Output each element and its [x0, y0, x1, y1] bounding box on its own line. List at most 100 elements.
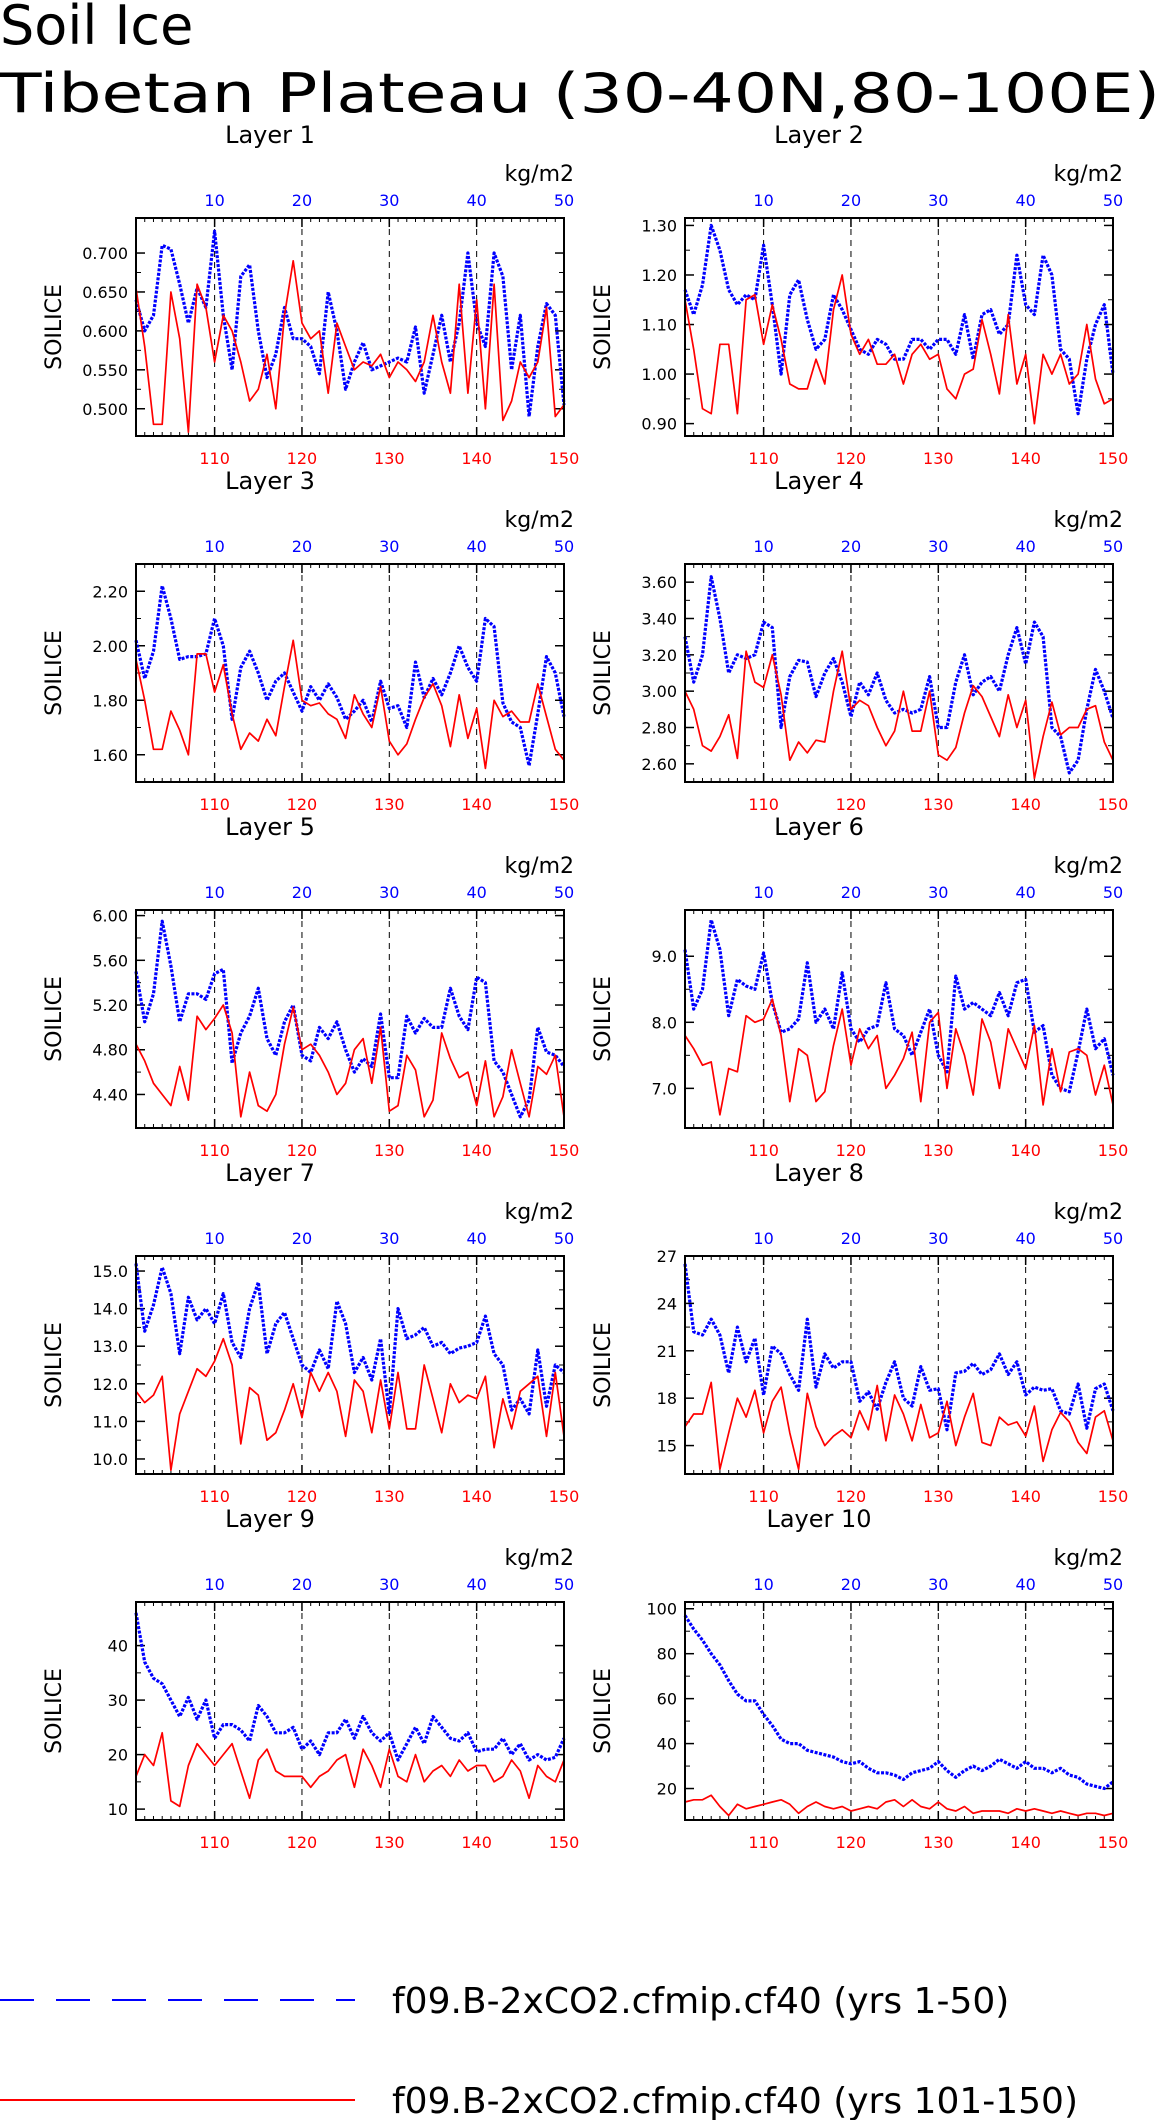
x-tick-label-bottom: 120	[287, 795, 318, 814]
x-tick-label-bottom: 130	[374, 1141, 405, 1160]
x-tick-label-top: 40	[466, 1229, 486, 1248]
x-tick-label-bottom: 150	[1098, 449, 1129, 468]
panel-title: Layer 3	[225, 467, 315, 495]
plot-frame	[684, 1601, 1114, 1821]
series-red	[684, 1381, 1114, 1471]
x-tick-label-top: 50	[554, 191, 574, 210]
y-tick-label: 11.0	[92, 1412, 128, 1431]
x-tick-label-bottom: 130	[923, 1141, 954, 1160]
x-tick-label-top: 40	[466, 537, 486, 556]
x-tick-label-top: 20	[841, 1575, 861, 1594]
y-axis-label: SOILICE	[591, 976, 616, 1062]
y-tick-label: 60	[657, 1690, 677, 1709]
series-red	[684, 274, 1114, 425]
x-tick-label-top: 30	[379, 191, 399, 210]
x-tick-label-bottom: 110	[748, 1487, 779, 1506]
top-axis-unit: kg/m2	[1053, 162, 1123, 187]
y-axis-label: SOILICE	[42, 630, 67, 716]
x-tick-label-bottom: 120	[836, 1141, 867, 1160]
y-axis-label: SOILICE	[591, 630, 616, 716]
panel-title: Layer 8	[774, 1159, 864, 1187]
x-tick-label-top: 50	[1103, 883, 1123, 902]
x-tick-label-top: 40	[1015, 191, 1035, 210]
x-tick-label-top: 10	[753, 537, 773, 556]
x-tick-label-bottom: 130	[374, 1487, 405, 1506]
x-tick-label-bottom: 120	[287, 449, 318, 468]
y-tick-label: 10.0	[92, 1450, 128, 1469]
plot-frame	[684, 1255, 1114, 1475]
x-tick-label-bottom: 130	[923, 795, 954, 814]
y-tick-label: 3.60	[641, 573, 677, 592]
y-tick-label: 3.00	[641, 682, 677, 701]
x-tick-label-top: 50	[1103, 1229, 1123, 1248]
chart-panel-10: Layer 10 kg/m2 110 120 130 140 150 10 20 30 40 50 20…	[591, 1505, 1128, 1852]
x-tick-label-top: 40	[466, 191, 486, 210]
y-axis-label: SOILICE	[591, 1322, 616, 1408]
y-tick-label: 14.0	[92, 1300, 128, 1319]
y-tick-label: 40	[108, 1637, 128, 1656]
y-tick-label: 10	[108, 1800, 128, 1819]
y-tick-label: 15.0	[92, 1262, 128, 1281]
x-tick-label-bottom: 130	[374, 1833, 405, 1852]
plot-frame	[135, 1601, 565, 1821]
x-tick-label-bottom: 130	[374, 795, 405, 814]
x-tick-label-top: 40	[466, 883, 486, 902]
x-tick-label-top: 10	[753, 191, 773, 210]
y-tick-label: 3.40	[641, 610, 677, 629]
panel-title: Layer 4	[774, 467, 864, 495]
y-tick-label: 2.60	[641, 755, 677, 774]
y-tick-label: 0.650	[82, 283, 128, 302]
y-tick-label: 9.0	[652, 947, 677, 966]
y-tick-label: 1.20	[641, 266, 677, 285]
x-tick-label-bottom: 120	[287, 1141, 318, 1160]
x-tick-label-top: 30	[928, 1575, 948, 1594]
x-tick-label-top: 20	[841, 1229, 861, 1248]
x-tick-label-bottom: 140	[461, 1487, 492, 1506]
top-axis-unit: kg/m2	[1053, 854, 1123, 879]
x-tick-label-bottom: 120	[287, 1833, 318, 1852]
x-tick-label-bottom: 150	[549, 795, 580, 814]
y-axis-label: SOILICE	[42, 976, 67, 1062]
figure-title-line1: Soil Ice	[0, 0, 193, 57]
y-tick-label: 2.00	[92, 637, 128, 656]
x-tick-label-top: 30	[928, 1229, 948, 1248]
panel-title: Layer 1	[225, 121, 315, 149]
x-tick-label-top: 10	[753, 1229, 773, 1248]
panel-title: Layer 5	[225, 813, 315, 841]
chart-panel-4: Layer 4 kg/m2 110 120 130 140 150 10 20 30 40 50 2.6…	[591, 467, 1128, 814]
x-tick-label-bottom: 120	[287, 1487, 318, 1506]
series-blue	[134, 1612, 566, 1762]
x-tick-label-bottom: 120	[836, 795, 867, 814]
y-axis-label: SOILICE	[42, 1668, 67, 1754]
plot-frame	[684, 563, 1114, 783]
y-tick-label: 13.0	[92, 1337, 128, 1356]
plot-frame	[684, 217, 1114, 437]
chart-panel-5: Layer 5 kg/m2 110 120 130 140 150 10 20 30 40 50 4.4…	[42, 813, 579, 1160]
panel-title: Layer 2	[774, 121, 864, 149]
x-tick-label-top: 20	[841, 883, 861, 902]
y-tick-label: 20	[108, 1746, 128, 1765]
x-tick-label-top: 40	[1015, 537, 1035, 556]
y-tick-label: 20	[657, 1780, 677, 1799]
series-red	[684, 650, 1114, 780]
x-tick-label-bottom: 140	[461, 1833, 492, 1852]
y-tick-label: 18	[657, 1389, 677, 1408]
x-tick-label-bottom: 110	[199, 1141, 230, 1160]
chart-panel-1: Layer 1 kg/m2 110 120 130 140 150 10 20 30 40 50 0.5…	[42, 121, 579, 468]
x-tick-label-top: 50	[554, 537, 574, 556]
x-tick-label-bottom: 150	[1098, 1141, 1129, 1160]
x-tick-label-top: 50	[1103, 191, 1123, 210]
x-tick-label-top: 30	[379, 1229, 399, 1248]
x-tick-label-top: 50	[554, 1229, 574, 1248]
chart-panel-2: Layer 2 kg/m2 110 120 130 140 150 10 20 30 40 50 0.9…	[591, 121, 1128, 468]
x-tick-label-bottom: 110	[199, 449, 230, 468]
y-tick-label: 21	[657, 1342, 677, 1361]
y-tick-label: 2.80	[641, 719, 677, 738]
y-tick-label: 0.550	[82, 361, 128, 380]
x-tick-label-bottom: 140	[461, 1141, 492, 1160]
x-tick-label-top: 10	[204, 191, 224, 210]
series-blue	[134, 584, 566, 768]
panel-title: Layer 9	[225, 1505, 315, 1533]
x-tick-label-bottom: 130	[923, 1487, 954, 1506]
